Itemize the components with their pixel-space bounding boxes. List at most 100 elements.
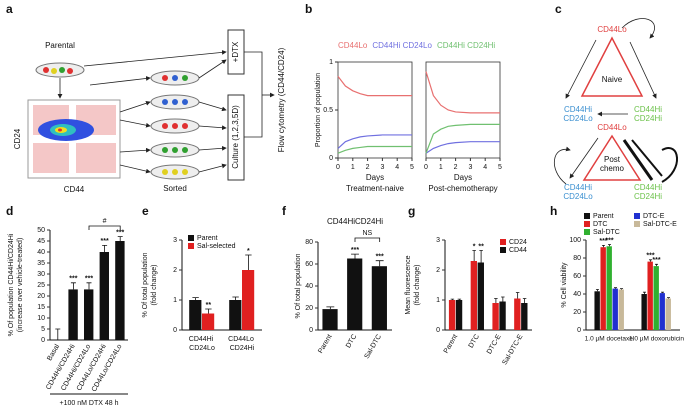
- bar: [499, 301, 506, 330]
- step-label: +DTX: [231, 41, 240, 62]
- legend-swatch: [188, 235, 194, 241]
- x-axis-label: Days: [454, 173, 472, 182]
- bar: [606, 246, 612, 330]
- legend-label: CD44Hi CD24Lo: [372, 41, 432, 50]
- significance: **: [206, 302, 212, 309]
- legend-label: CD44: [509, 247, 527, 254]
- cell: [182, 99, 188, 105]
- y-tick-label: 0: [577, 327, 581, 334]
- y-tick-label: 1: [173, 297, 177, 304]
- error-bar: [620, 288, 624, 290]
- legend-swatch: [188, 243, 194, 249]
- y-axis-label: % Of total population: [142, 252, 149, 317]
- error-bar: [494, 298, 498, 303]
- cell: [172, 75, 178, 81]
- node-label: CD24Hi: [634, 114, 662, 123]
- y-tick-label: 1: [329, 59, 333, 66]
- node-label: CD44Hi: [634, 183, 662, 192]
- error-bar: [55, 328, 61, 340]
- arrow: [119, 119, 151, 128]
- annotation: NS: [362, 230, 372, 237]
- bar: [653, 266, 659, 330]
- bar: [371, 266, 387, 330]
- x-tick-label: CD44Lo CD24Hi: [228, 336, 256, 352]
- bar: [242, 270, 255, 330]
- bar: [521, 303, 528, 330]
- bar: [594, 291, 600, 330]
- x-tick-label: 3: [468, 164, 472, 171]
- arrow: [119, 164, 151, 174]
- error-bar: [667, 297, 671, 299]
- y-tick-label: 0: [436, 327, 440, 334]
- y-tick-label: 0: [173, 327, 177, 334]
- gate: [33, 143, 69, 173]
- x-tick-label: 3: [380, 164, 384, 171]
- loop-arrow: [661, 147, 678, 183]
- line: [337, 76, 412, 97]
- error-bar: [351, 253, 359, 259]
- line: [425, 141, 500, 154]
- significance: ***: [69, 276, 77, 283]
- cell: [162, 147, 168, 153]
- triangle: [580, 36, 644, 97]
- x-tick-label: Sal-DTC: [364, 333, 383, 360]
- bar: [322, 309, 338, 330]
- error-bar: [245, 254, 252, 270]
- bar: [202, 313, 215, 330]
- node-label: CD24Hi: [634, 192, 662, 201]
- x-tick-label: DTC-E: [486, 333, 503, 355]
- legend-label: Parent: [593, 213, 614, 220]
- arrow: [198, 59, 227, 79]
- bar: [68, 289, 78, 340]
- y-tick-label: 2: [436, 267, 440, 274]
- significance: ***: [652, 257, 660, 264]
- legend-swatch: [584, 221, 590, 227]
- y-axis-label: (fold change): [151, 265, 158, 306]
- significance: *: [247, 248, 250, 255]
- x-tick-label: 2: [454, 164, 458, 171]
- label: Parental: [45, 41, 75, 50]
- y-tick-label: 10: [37, 315, 45, 322]
- bar: [448, 300, 456, 330]
- cell: [162, 99, 168, 105]
- x-tick-label: 5: [410, 164, 414, 171]
- error-bar: [654, 263, 659, 267]
- bar: [659, 293, 665, 330]
- diagram-a: Parental CD24 CD44 Sorted +DTX Culture (…: [13, 29, 286, 194]
- legend-label: CD24: [509, 239, 527, 246]
- error-bar: [479, 250, 483, 263]
- legend-swatch: [584, 229, 590, 235]
- density: [58, 128, 62, 132]
- x-tick-label: 0: [424, 164, 428, 171]
- significance: ***: [605, 237, 613, 244]
- bar: [647, 261, 653, 330]
- error-bar: [661, 291, 665, 294]
- x-tick-label: DTC: [468, 333, 481, 349]
- cell: [162, 169, 168, 175]
- arrow: [198, 125, 227, 131]
- y-tick-label: 20: [305, 305, 313, 312]
- thick-arrow: [631, 139, 663, 177]
- legend-swatch: [500, 247, 506, 253]
- chart-title: CD44HiCD24Hi: [327, 217, 383, 226]
- node-label: CD24Lo: [563, 114, 593, 123]
- y-tick-label: 25: [37, 282, 45, 289]
- y-tick-label: 40: [37, 249, 45, 256]
- thick-arrow: [622, 139, 654, 181]
- arrow: [565, 39, 597, 99]
- step-label: Flow cytometry (CD44/CD24): [277, 47, 286, 152]
- panel-label: g: [408, 204, 415, 218]
- legend-swatch: [634, 213, 640, 219]
- error-bar: [375, 260, 384, 267]
- y-tick-label: 80: [573, 255, 581, 262]
- legend-label: CD44Hi CD24Hi: [437, 41, 495, 50]
- error-bar: [642, 291, 646, 294]
- cell: [172, 169, 178, 175]
- x-tick-label: 4: [395, 164, 399, 171]
- legend-label: Parent: [197, 235, 218, 242]
- x-tick-label: CD44Hi CD24Lo: [189, 336, 215, 352]
- arrow: [89, 76, 151, 86]
- bar: [99, 252, 109, 340]
- error-bar: [501, 296, 505, 302]
